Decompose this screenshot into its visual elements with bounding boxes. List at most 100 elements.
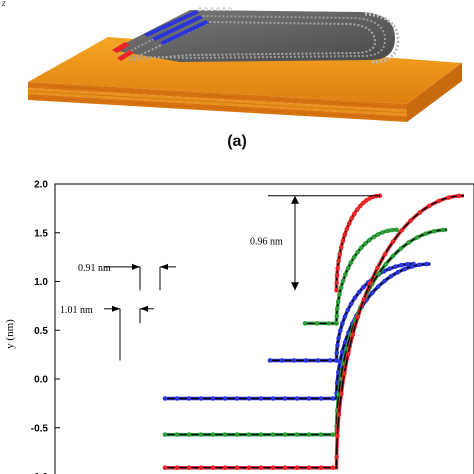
- data-point: [334, 358, 339, 363]
- data-point: [210, 432, 216, 437]
- data-series-3: [270, 262, 414, 363]
- data-point: [270, 432, 276, 437]
- data-point: [302, 321, 308, 326]
- data-point: [234, 396, 240, 401]
- data-point: [375, 265, 380, 271]
- y-tick-label: -1.0: [31, 472, 49, 474]
- data-point: [375, 284, 381, 289]
- data-point: [294, 432, 300, 437]
- data-point: [427, 203, 432, 209]
- data-point: [355, 249, 360, 255]
- data-point: [340, 238, 346, 244]
- data-point: [342, 371, 347, 376]
- data-point: [318, 396, 324, 401]
- data-point: [327, 358, 333, 363]
- data-point: [382, 278, 387, 284]
- data-point: [162, 432, 168, 437]
- data-point: [306, 432, 312, 437]
- data-point: [342, 339, 348, 345]
- data-point: [234, 432, 240, 437]
- panel-a-molecular-scene: z: [1, 0, 462, 122]
- data-point: [361, 297, 367, 302]
- data-point: [282, 432, 288, 437]
- data-point: [162, 396, 168, 401]
- data-point: [294, 465, 300, 471]
- fit-line-2: [305, 229, 397, 325]
- y-tick-label: -0.5: [31, 423, 49, 434]
- data-point: [348, 260, 354, 265]
- data-point: [383, 262, 388, 267]
- data-point: [384, 228, 390, 234]
- panel-a-label: (a): [227, 133, 247, 150]
- data-point: [318, 465, 324, 471]
- data-point: [340, 321, 345, 326]
- data-point: [345, 266, 351, 271]
- annotation-0-96-nm: 0.96 nm: [250, 236, 283, 247]
- data-point: [368, 280, 373, 286]
- folded-sheets: [112, 10, 400, 64]
- data-point: [186, 465, 192, 471]
- data-point: [294, 396, 300, 401]
- data-point: [414, 235, 420, 240]
- data-point: [270, 465, 276, 471]
- data-point: [352, 211, 357, 217]
- data-point: [314, 321, 320, 326]
- data-point: [334, 306, 340, 312]
- data-point: [337, 251, 343, 257]
- data-point: [388, 274, 394, 279]
- data-point: [162, 465, 168, 471]
- data-point: [282, 465, 288, 471]
- data-point: [351, 254, 357, 260]
- data-point: [346, 221, 352, 226]
- data-point: [198, 432, 204, 437]
- y-axis-ticks: 2.0 1.5 1.0 0.5 0.0 -0.5 -1.0: [31, 180, 60, 474]
- data-series-2: [305, 228, 397, 326]
- data-point: [303, 358, 309, 363]
- data-point: [198, 396, 204, 401]
- data-point: [371, 234, 376, 240]
- data-point: [279, 358, 285, 363]
- data-point: [387, 266, 393, 271]
- data-point: [186, 432, 192, 437]
- data-point: [408, 218, 413, 223]
- data-point: [348, 301, 354, 307]
- data-point: [306, 465, 312, 471]
- y-axis-label: y (nm): [4, 319, 16, 349]
- data-point: [395, 269, 401, 275]
- data-point: [306, 396, 312, 401]
- data-point: [336, 335, 341, 341]
- white-edge-beads: [198, 7, 232, 11]
- data-point: [246, 432, 252, 437]
- z-axis-glyph: z: [1, 0, 6, 8]
- data-point: [357, 203, 363, 209]
- data-point: [406, 240, 412, 245]
- data-point: [326, 321, 332, 326]
- data-point: [222, 432, 228, 437]
- data-point: [440, 227, 446, 233]
- data-point: [258, 396, 264, 401]
- data-point: [334, 287, 339, 293]
- data-point: [336, 412, 342, 417]
- y-tick-label: 1.5: [34, 228, 48, 239]
- data-point: [318, 432, 324, 437]
- data-point: [330, 465, 336, 471]
- annotation-0-91-nm: 0.91 nm: [78, 263, 111, 274]
- y-tick-label: 0.0: [34, 375, 48, 386]
- data-point: [390, 253, 396, 259]
- data-point: [335, 433, 340, 439]
- data-point: [258, 432, 264, 437]
- data-point: [361, 284, 366, 290]
- data-point: [334, 313, 339, 319]
- data-point: [337, 292, 342, 297]
- data-point: [376, 271, 381, 277]
- chart: 2.01.51.00.50.0-0.5-1.0 y (nm) 0.96 nm0.…: [4, 180, 474, 474]
- data-point: [258, 465, 264, 471]
- data-point: [394, 227, 400, 233]
- data-point: [330, 396, 336, 401]
- data-point: [336, 258, 341, 264]
- data-point: [282, 396, 288, 401]
- data-point: [359, 245, 364, 251]
- data-point: [345, 351, 351, 357]
- data-point: [405, 261, 410, 267]
- data-point: [334, 280, 339, 286]
